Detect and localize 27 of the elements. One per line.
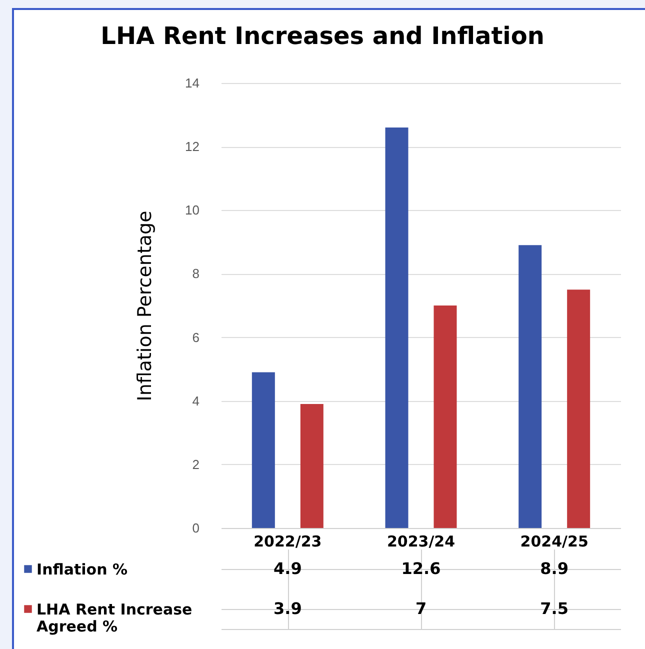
- y-tick-label: 10: [185, 202, 200, 218]
- y-tick-label: 12: [185, 139, 200, 154]
- bar: [434, 306, 457, 528]
- data-label: 7: [415, 599, 427, 618]
- y-tick-label: 14: [185, 76, 200, 90]
- data-label: 7.5: [540, 599, 569, 618]
- bar: [385, 128, 408, 528]
- bar: [518, 245, 542, 528]
- data-label: 12.6: [401, 559, 441, 578]
- y-axis-title: Inflation Percentage: [134, 210, 156, 402]
- data-label: 3.9: [273, 599, 302, 618]
- data-label: 4.9: [273, 559, 302, 578]
- x-tick-label: 2024/25: [520, 532, 588, 550]
- y-tick-label: 6: [192, 330, 200, 345]
- legend-label: Inflation %: [36, 560, 128, 578]
- x-tick-label: 2022/23: [254, 532, 322, 550]
- y-tick-label: 0: [192, 520, 200, 536]
- bar: [567, 290, 590, 528]
- chart-title: LHA Rent Increases and Inflation: [100, 22, 544, 50]
- y-tick-label: 4: [192, 393, 200, 408]
- y-tick-label: 8: [192, 266, 200, 282]
- legend-label: LHA Rent Increase Agreed %: [36, 600, 192, 636]
- data-label: 8.9: [540, 559, 569, 578]
- y-tick-label: 2: [192, 456, 200, 472]
- bar: [252, 372, 275, 528]
- bar: [300, 404, 324, 528]
- x-tick-label: 2023/24: [386, 532, 456, 550]
